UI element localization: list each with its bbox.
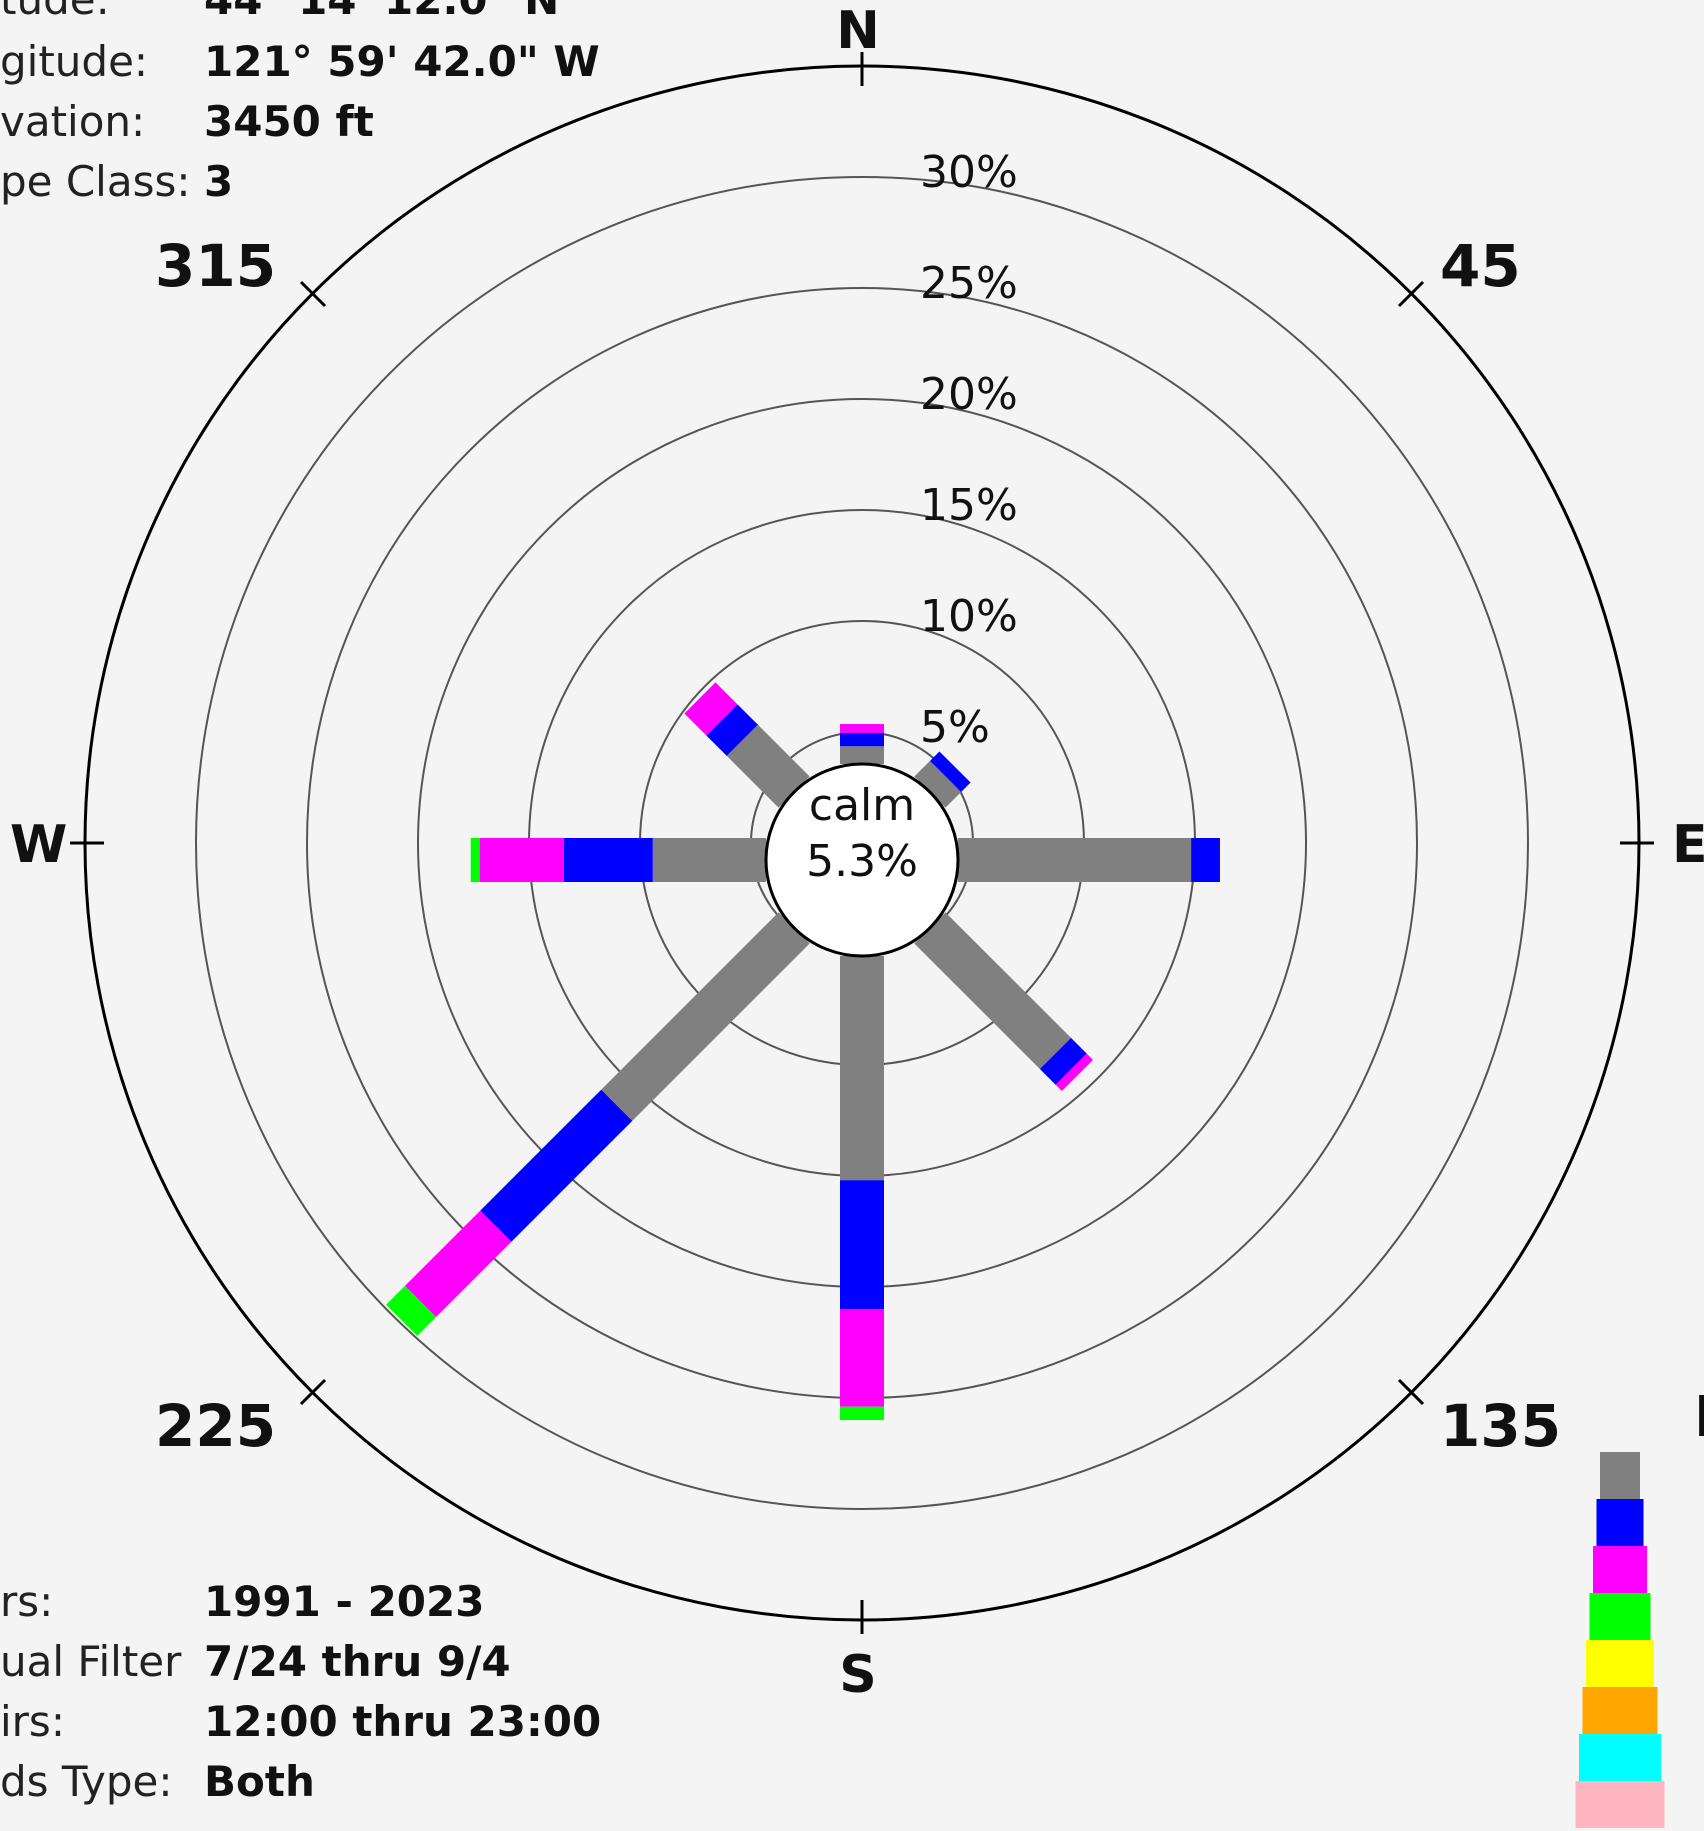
petal-e [958,838,1220,882]
filter-info: rs: 1991 - 2023 ual Filter 7/24 thru 9/4… [0,1577,601,1806]
legend-swatch [1575,1781,1665,1828]
tick-se [1397,1378,1425,1406]
petal-segment [1039,1037,1087,1085]
petal-w [470,838,766,882]
winds-type-value: Both [204,1757,315,1806]
longitude-value: 121° 59' 42.0" W [204,37,600,86]
petal-segment [480,1089,633,1242]
hours-value: 12:00 thru 23:00 [204,1697,601,1746]
grid-ring [195,176,1529,1510]
compass-north: N [836,1,880,61]
hours-label: irs: [0,1697,65,1746]
petal-ne [914,751,971,808]
petal-n [840,724,884,764]
petal-segment [563,838,653,882]
radial-tick-label: 20% [920,369,1018,420]
legend-swatch [1589,1593,1651,1640]
compass-ticks [70,52,1654,1634]
latitude-label: tude: [0,0,110,24]
years-label: rs: [0,1577,53,1626]
degree-135: 135 [1440,1392,1561,1460]
petal-segment [404,1210,512,1318]
radial-tick-label: 10% [920,591,1018,642]
radial-tick-label: 25% [920,258,1018,309]
legend-title-partial: I [1694,1385,1704,1450]
elevation-value: 3450 ft [204,97,374,146]
wind-petals [386,682,1220,1420]
petal-nw [684,682,810,808]
petal-segment [684,682,738,736]
petal-segment [840,732,884,747]
compass-west: W [10,815,67,875]
longitude-label: gitude: [0,37,148,86]
petal-sw [386,912,810,1336]
petal-segment [840,1180,884,1309]
annual-filter-label: ual Filter [0,1637,182,1686]
latitude-value: 44° 14' 12.0" N [204,0,559,24]
petal-segment [958,838,1192,882]
degree-315: 315 [155,232,276,300]
radial-tick-label: 5% [920,702,990,753]
degree-225: 225 [155,1392,276,1460]
petal-segment [479,838,564,882]
petal-segment [914,912,1072,1070]
annual-filter-value: 7/24 thru 9/4 [204,1637,511,1686]
legend-swatch [1586,1640,1654,1687]
petal-segment [840,746,884,764]
petal-se [914,912,1093,1091]
winds-type-label: ds Type: [0,1757,173,1806]
petal-segment [840,956,884,1181]
elevation-label: vation: [0,97,145,146]
petal-segment [914,760,962,808]
degree-45: 45 [1440,232,1521,300]
petal-segment [840,724,884,733]
petal-segment [706,704,758,756]
legend-swatch [1596,1499,1644,1546]
class-value: 3 [204,157,233,206]
radial-tick-label: 30% [920,147,1018,198]
petal-segment [386,1285,437,1336]
legend-swatch [1593,1546,1647,1593]
compass-east: E [1672,815,1704,875]
tick-sw [299,1378,327,1406]
petal-segment [930,751,971,792]
speed-legend [1575,1452,1665,1828]
petal-segment [726,724,810,808]
petal-segment [1055,1053,1093,1091]
compass-south: S [839,1645,876,1705]
calm-circle [764,762,960,958]
petal-segment [652,838,766,882]
petal-segment [601,912,810,1121]
petal-s [840,956,884,1420]
calm-value: 5.3% [806,836,918,887]
years-value: 1991 - 2023 [204,1577,484,1626]
petal-segment [840,1406,884,1420]
petal-segment [1191,838,1220,882]
radial-labels: 5% 10% 15% 20% 25% 30% [920,147,1018,753]
tick-nw [299,280,327,308]
legend-swatch [1600,1452,1640,1499]
station-info: tude: 44° 14' 12.0" N gitude: 121° 59' 4… [0,0,600,206]
legend-swatch [1579,1734,1661,1781]
petal-segment [470,838,480,882]
class-label: pe Class: [0,157,191,206]
petal-segment [840,1308,884,1407]
tick-ne [1397,280,1425,308]
radial-tick-label: 15% [920,480,1018,531]
calm-label: calm [809,780,915,831]
legend-swatch [1582,1687,1658,1734]
